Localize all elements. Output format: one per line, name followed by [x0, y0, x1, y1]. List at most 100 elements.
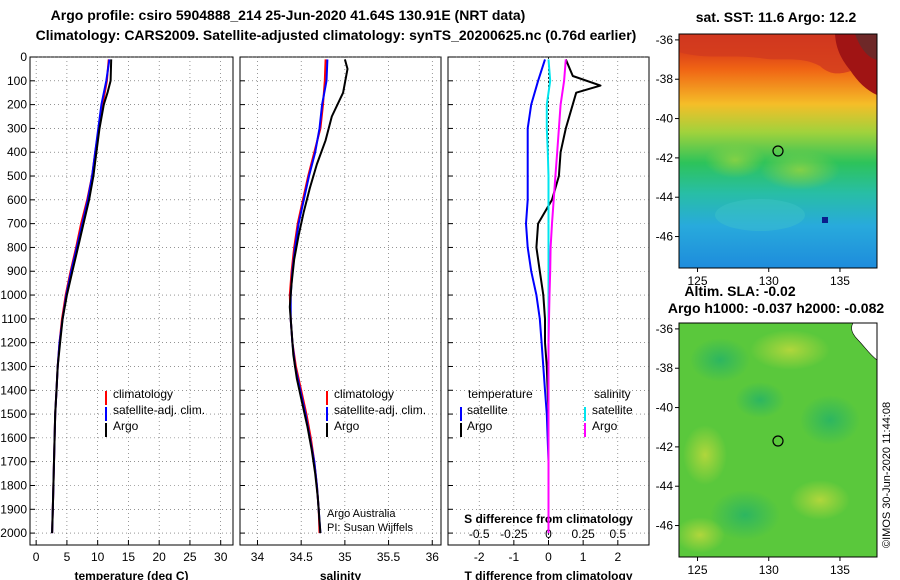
x-tick-label: 25 — [183, 550, 197, 564]
s-diff-tick-label: -0.25 — [500, 527, 528, 541]
x-tick-label: 10 — [91, 550, 105, 564]
x-axis-label: salinity — [320, 569, 362, 580]
legend-satellite-adj: satellite-adj. clim. — [113, 403, 205, 417]
x-tick-label: 34.5 — [289, 550, 313, 564]
lat-tick-label: -42 — [656, 440, 674, 454]
y-tick-label: 1800 — [0, 478, 27, 492]
lon-tick-label: 130 — [759, 563, 779, 577]
legend2-satellite-adj: satellite-adj. clim. — [334, 403, 426, 417]
y-tick-label: 800 — [7, 240, 27, 254]
x-tick-label: 35.5 — [377, 550, 401, 564]
y-tick-label: 700 — [7, 217, 27, 231]
lon-tick-label: 130 — [759, 274, 779, 288]
sla-map-axes: -36 -38 -40 -42 -44 -46 125 130 135 — [656, 322, 851, 577]
legend-argo: Argo — [113, 419, 139, 433]
profile-panel-1: 0 5 10 15 20 25 300100200300400500600700800900… — [0, 50, 234, 580]
title-line2: Climatology: CARS2009. Satellite-adjuste… — [36, 27, 637, 43]
sst-map-axes: -36 -38 -40 -42 -44 -46 125 130 135 — [656, 33, 851, 288]
y-tick-label: 1000 — [0, 288, 27, 302]
x-tick-label: 30 — [214, 550, 228, 564]
x-tick-label: -2 — [474, 550, 485, 564]
title-line1: Argo profile: csiro 5904888_214 25-Jun-2… — [51, 7, 526, 23]
legend-climatology: climatology — [113, 387, 173, 401]
y-tick-label: 100 — [7, 74, 27, 88]
series-line-1 — [525, 59, 550, 534]
lat-tick-label: -36 — [656, 33, 674, 47]
lon-tick-label: 135 — [830, 274, 850, 288]
legend3-sal-argo: Argo — [592, 419, 618, 433]
y-tick-label: 600 — [7, 193, 27, 207]
s-diff-tick-label: 0 — [545, 527, 552, 541]
lat-tick-label: -36 — [656, 322, 674, 336]
credit-line2: PI: Susan Wijffels — [327, 522, 413, 534]
y-tick-label: 2000 — [0, 526, 27, 540]
legend3-sal-satellite: satellite — [592, 403, 633, 417]
y-tick-label: 1500 — [0, 407, 27, 421]
series-line-2 — [535, 59, 602, 534]
y-tick-label: 1700 — [0, 455, 27, 469]
imos-watermark: ©IMOS 30-Jun-2020 11:44:08 — [881, 402, 893, 548]
lon-tick-label: 135 — [830, 563, 850, 577]
plot-frame — [239, 56, 442, 546]
s-diff-tick-label: 0.5 — [609, 527, 626, 541]
legend3-salinity: salinity — [594, 387, 631, 401]
lat-tick-label: -40 — [656, 112, 674, 126]
sst-map — [679, 34, 877, 268]
lat-tick-label: -38 — [656, 361, 674, 375]
profile-plots: 0 5 10 15 20 25 300100200300400500600700800900… — [0, 50, 650, 580]
y-tick-label: 1400 — [0, 383, 27, 397]
lat-tick-label: -40 — [656, 401, 674, 415]
s-diff-tick-label: 0.25 — [571, 527, 595, 541]
y-tick-label: 0 — [20, 50, 27, 64]
y-tick-label: 1300 — [0, 359, 27, 373]
x-axis-label: temperature (deg C) — [74, 569, 188, 580]
legend3-satellite: satellite — [467, 403, 508, 417]
legend3-temperature: temperature — [468, 387, 533, 401]
x-tick-label: 0 — [33, 550, 40, 564]
y-tick-label: 1600 — [0, 431, 27, 445]
y-tick-label: 1100 — [1, 312, 27, 326]
lat-tick-label: -38 — [656, 72, 674, 86]
profile-panel-2: 34 34.5 35 35.5 36 salinity — [239, 56, 442, 580]
lon-tick-label: 125 — [688, 274, 708, 288]
legend2-argo: Argo — [334, 419, 360, 433]
s-diff-tick-label: -0.5 — [469, 527, 490, 541]
lat-tick-label: -46 — [656, 230, 674, 244]
lat-tick-label: -46 — [656, 519, 674, 533]
x-tick-label: 1 — [580, 550, 587, 564]
x-axis-label: T difference from climatology — [464, 569, 632, 580]
lat-tick-label: -44 — [656, 479, 674, 493]
series-line-3 — [51, 59, 113, 534]
series-line-4 — [547, 59, 567, 534]
sst-argo-location-marker — [772, 145, 784, 157]
sla-map-title2: Argo h1000: -0.037 h2000: -0.082 — [668, 300, 885, 316]
y-tick-label: 200 — [7, 98, 27, 112]
sla-map — [679, 323, 877, 557]
sla-map-title1: Altim. SLA: -0.02 — [684, 283, 795, 299]
legend3-argo: Argo — [467, 419, 493, 433]
x-tick-label: 34 — [251, 550, 265, 564]
x-tick-label: 5 — [64, 550, 71, 564]
x-tick-label: 0 — [545, 550, 552, 564]
legend2-climatology: climatology — [334, 387, 394, 401]
y-tick-label: 1200 — [0, 336, 27, 350]
credit-line1: Argo Australia — [327, 508, 396, 520]
x-tick-label: 2 — [614, 550, 621, 564]
x-tick-label: -1 — [509, 550, 520, 564]
y-tick-label: 500 — [7, 169, 27, 183]
plot-frame — [29, 56, 234, 546]
x-tick-label: 15 — [122, 550, 136, 564]
x-tick-label: 36 — [426, 550, 440, 564]
lat-tick-label: -44 — [656, 190, 674, 204]
lat-tick-label: -42 — [656, 151, 674, 165]
y-tick-label: 900 — [7, 264, 27, 278]
x-tick-label: 20 — [153, 550, 167, 564]
y-tick-label: 300 — [7, 121, 27, 135]
series-line-3 — [288, 59, 349, 534]
y-tick-label: 1900 — [0, 502, 27, 516]
sst-map-title: sat. SST: 11.6 Argo: 12.2 — [696, 9, 857, 25]
y-tick-label: 400 — [7, 145, 27, 159]
series-line-3 — [545, 59, 552, 534]
